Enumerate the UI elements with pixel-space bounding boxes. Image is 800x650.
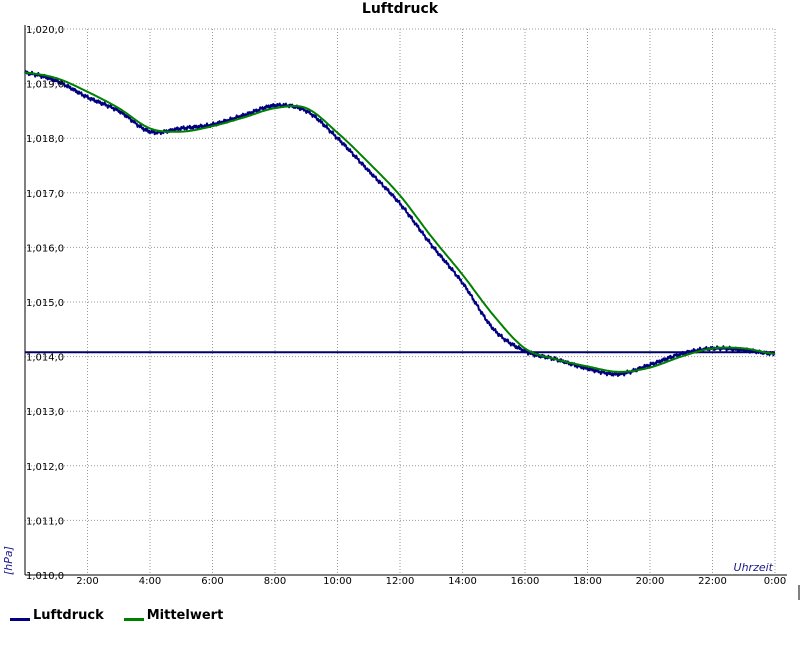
series-line-mittelwert <box>24 71 776 373</box>
x-tick-label: 18:00 <box>573 576 602 587</box>
legend-label-luftdruck: Luftdruck <box>33 608 104 623</box>
y-tick-label: 1,013,0 <box>26 407 64 418</box>
y-tick-label: 1,020,0 <box>26 25 64 36</box>
legend-swatch-luftdruck <box>10 618 30 621</box>
y-axis-label: [hPa] <box>2 546 15 575</box>
x-tick-label: 12:00 <box>386 576 415 587</box>
x-tick-label: 16:00 <box>511 576 540 587</box>
chart-title: Luftdruck <box>362 1 439 17</box>
legend: Luftdruck Mittelwert <box>10 608 223 623</box>
series-line-luftdruck <box>24 70 776 377</box>
x-tick-label: 20:00 <box>636 576 665 587</box>
legend-item-luftdruck: Luftdruck <box>10 608 104 623</box>
y-tick-label: 1,018,0 <box>26 134 64 145</box>
y-tick-label: 1,016,0 <box>26 243 64 254</box>
x-tick-label: 22:00 <box>698 576 727 587</box>
x-tick-label: 6:00 <box>201 576 223 587</box>
x-tick-label: 8:00 <box>264 576 286 587</box>
legend-label-mittelwert: Mittelwert <box>146 608 224 623</box>
x-axis-label: Uhrzeit <box>734 561 774 574</box>
y-tick-label: 1,014,0 <box>26 353 64 364</box>
legend-item-mittelwert: Mittelwert <box>123 608 224 623</box>
x-tick-label: 0:00 <box>764 576 786 587</box>
y-tick-label: 1,017,0 <box>26 189 64 200</box>
y-tick-label: 1,011,0 <box>26 516 64 527</box>
y-tick-label: 1,012,0 <box>26 462 64 473</box>
y-tick-label: 1,015,0 <box>26 298 64 309</box>
x-tick-label: 10:00 <box>323 576 352 587</box>
y-tick-label: 1,010,0 <box>26 571 64 582</box>
x-tick-label: 2:00 <box>76 576 98 587</box>
legend-swatch-mittelwert <box>123 618 144 621</box>
x-tick-label: 4:00 <box>139 576 161 587</box>
y-tick-label: 1,019,0 <box>26 80 64 91</box>
x-tick-label: 14:00 <box>448 576 477 587</box>
